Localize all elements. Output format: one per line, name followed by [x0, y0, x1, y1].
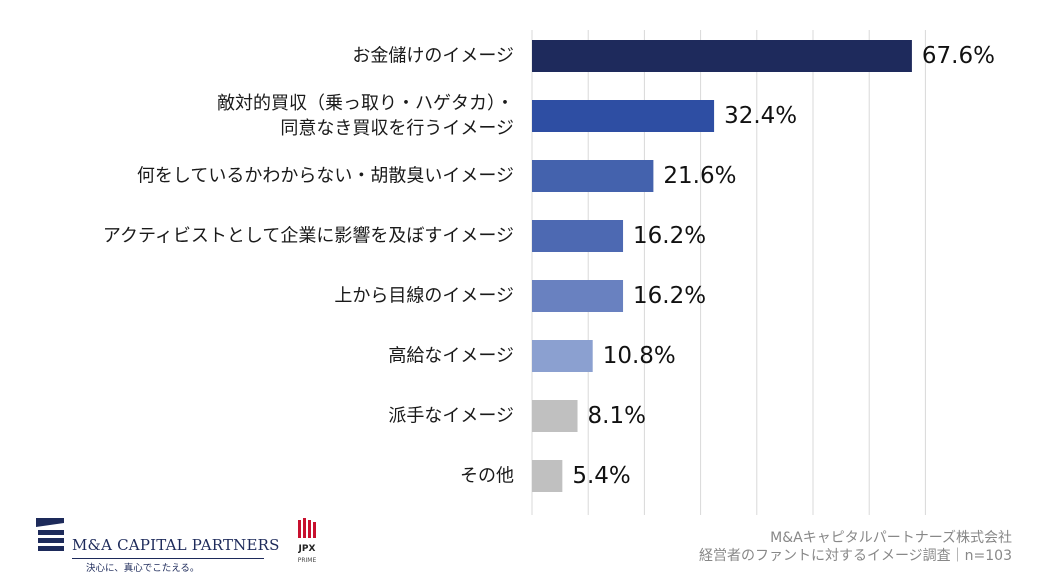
category-label: 同意なき買収を行うイメージ: [280, 118, 514, 139]
bars: [532, 40, 912, 492]
logo-divider: [72, 558, 264, 559]
company-logo-mark-icon: [36, 518, 64, 551]
bar-value-label: 67.6%: [922, 43, 995, 69]
category-label: 高給なイメージ: [388, 346, 514, 367]
jpx-label: JPX: [298, 544, 316, 554]
bar-value-label: 10.8%: [603, 343, 676, 369]
bar-chart: お金儲けのイメージ敵対的買収（乗っ取り・ハゲタカ）・同意なき買収を行うイメージ何…: [103, 30, 995, 515]
category-label: その他: [460, 466, 514, 487]
company-logo: M&A CAPITAL PARTNERS 決心に、真心でこたえる。: [32, 514, 279, 574]
category-label: 上から目線のイメージ: [334, 286, 514, 307]
bar-value-label: 32.4%: [724, 103, 797, 129]
source-company: M&Aキャピタルパートナーズ株式会社: [770, 530, 1012, 546]
company-tagline: 決心に、真心でこたえる。: [86, 563, 200, 574]
jpx-prime-label: PRIME: [297, 557, 317, 564]
bar: [532, 160, 654, 192]
jpx-prime-logo: JPX PRIME: [287, 516, 327, 568]
bar-value-label: 8.1%: [588, 403, 646, 429]
bar: [532, 100, 715, 132]
bar: [532, 220, 624, 252]
bar: [532, 340, 593, 372]
bar-value-label: 16.2%: [633, 223, 706, 249]
category-label: 派手なイメージ: [388, 406, 514, 427]
bar-value-label: 16.2%: [633, 283, 706, 309]
category-label: 何をしているかわからない・胡散臭いイメージ: [137, 166, 514, 187]
bar: [532, 40, 912, 72]
jpx-mark-icon: [298, 518, 316, 538]
source-survey: 経営者のファントに対するイメージ調査｜n=103: [698, 548, 1012, 564]
bar: [532, 400, 578, 432]
category-labels: お金儲けのイメージ敵対的買収（乗っ取り・ハゲタカ）・同意なき買収を行うイメージ何…: [103, 46, 514, 487]
bar: [532, 280, 624, 312]
category-label: お金儲けのイメージ: [352, 46, 514, 67]
bar: [532, 460, 563, 492]
category-label: アクティビストとして企業に影響を及ぼすイメージ: [103, 226, 514, 247]
source-note: M&Aキャピタルパートナーズ株式会社 経営者のファントに対するイメージ調査｜n=…: [699, 529, 1012, 565]
bar-value-label: 21.6%: [663, 163, 736, 189]
bar-value-label: 5.4%: [572, 463, 630, 489]
category-label: 敵対的買収（乗っ取り・ハゲタカ）・: [217, 93, 514, 114]
value-labels: 67.6% 32.4% 21.6% 16.2% 16.2% 10.8% 8.1% 5.4%: [572, 43, 995, 489]
company-name: M&A CAPITAL PARTNERS: [72, 536, 280, 554]
